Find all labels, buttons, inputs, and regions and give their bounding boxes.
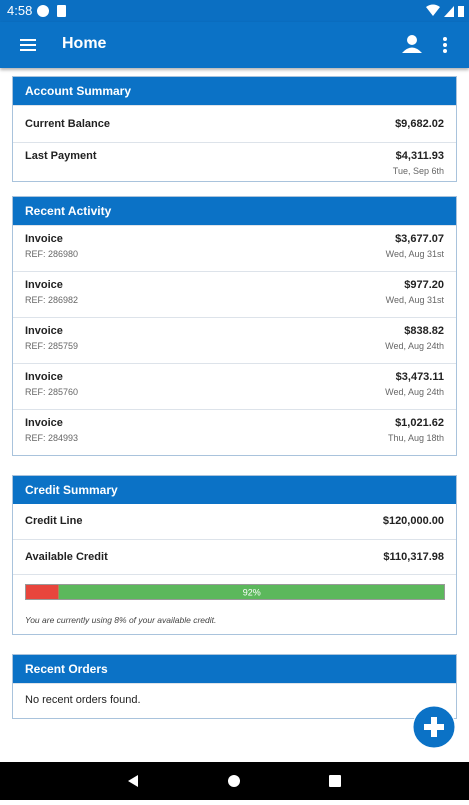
- row-date: Wed, Aug 24th: [385, 341, 444, 351]
- row-main: Invoice $3,677.07: [25, 233, 444, 245]
- card-title: Recent Activity: [13, 197, 456, 225]
- bar-frame: [25, 584, 445, 600]
- row-label: Invoice: [25, 371, 63, 383]
- row-sub: REF: 284993 Thu, Aug 18th: [25, 433, 444, 443]
- status-icons: [37, 5, 66, 17]
- overflow-menu[interactable]: [442, 36, 448, 54]
- row-date: Tue, Sep 6th: [392, 166, 444, 176]
- row-sub: REF: 286982 Wed, Aug 31st: [25, 295, 444, 305]
- row-amount: $9,682.02: [395, 117, 444, 130]
- system-icons: [426, 4, 464, 17]
- list-row: Invoice $3,677.07 REF: 286980 Wed, Aug 31st: [13, 225, 456, 271]
- back-button[interactable]: [128, 775, 138, 787]
- row-label: Invoice: [25, 279, 63, 291]
- row-sub: Tue, Sep 6th: [25, 166, 444, 176]
- row-ref: REF: 285760: [25, 387, 79, 397]
- clock: 4:58: [7, 3, 33, 18]
- row-main: Current Balance $9,682.02: [25, 118, 444, 130]
- card-title: Account Summary: [13, 77, 456, 105]
- list-row: Credit Line $120,000.00: [13, 504, 456, 539]
- credit-summary-card: Credit Summary Credit Line $120,000.00 Ava…: [12, 475, 457, 635]
- list-row: Invoice $3,473.11 REF: 285760 Wed, Aug 24th: [13, 363, 456, 409]
- row-date: Thu, Aug 18th: [387, 433, 444, 443]
- usage-note: You are currently using 8% of your avail…: [25, 615, 217, 625]
- row-amount: $977.20: [404, 279, 444, 291]
- recent-orders-card: Recent Orders No recent orders found.: [12, 654, 457, 719]
- card-title: Recent Orders: [13, 655, 456, 683]
- account-summary-card: Account Summary Current Balance $9,682.02…: [12, 76, 457, 182]
- row-label: Invoice: [25, 233, 63, 245]
- row-main: Last Payment $4,311.93: [25, 150, 444, 162]
- row-label: Invoice: [25, 325, 63, 337]
- status-bar: 4:58: [0, 0, 469, 22]
- list-row: Invoice $838.82 REF: 285759 Wed, Aug 24th: [13, 317, 456, 363]
- credit-usage: 92% You are currently using 8% of your a…: [13, 574, 456, 634]
- recents-button[interactable]: [329, 775, 341, 787]
- row-amount: $110,317.98: [383, 550, 444, 563]
- profile-button[interactable]: [402, 34, 422, 54]
- list-row: Invoice $1,021.62 REF: 284993 Thu, Aug 18th: [13, 409, 456, 455]
- row-date: Wed, Aug 31st: [385, 249, 444, 259]
- empty-message: No recent orders found.: [13, 683, 456, 718]
- row-amount: $120,000.00: [382, 514, 444, 527]
- row-ref: REF: 286982: [25, 295, 79, 305]
- row-ref: REF: 285759: [25, 341, 79, 351]
- row-amount: $838.82: [404, 325, 444, 337]
- list-row: Invoice $977.20 REF: 286982 Wed, Aug 31st: [13, 271, 456, 317]
- available-segment: [58, 584, 445, 600]
- row-main: Invoice $3,473.11: [25, 371, 444, 383]
- list-row: Current Balance $9,682.02: [13, 105, 456, 142]
- add-button[interactable]: [411, 704, 457, 750]
- used-segment: [25, 584, 59, 600]
- row-main: Invoice $838.82: [25, 325, 444, 337]
- credit-bar: 92%: [25, 584, 445, 600]
- list-row: Available Credit $110,317.98: [13, 539, 456, 574]
- row-label: Current Balance: [25, 117, 110, 130]
- card-title: Credit Summary: [13, 476, 456, 504]
- nav-buttons: [128, 775, 341, 787]
- menu-button[interactable]: [20, 38, 36, 52]
- row-amount: $1,021.62: [395, 417, 444, 429]
- recent-activity-card: Recent Activity Invoice $3,677.07 REF: 286…: [12, 196, 457, 456]
- row-ref: REF: 284993: [25, 433, 79, 443]
- row-sub: REF: 285760 Wed, Aug 24th: [25, 387, 444, 397]
- app-bar: Home: [0, 22, 469, 68]
- row-label: Invoice: [25, 417, 63, 429]
- list-row: Last Payment $4,311.93 Tue, Sep 6th: [13, 142, 456, 181]
- row-main: Available Credit $110,317.98: [25, 551, 444, 563]
- row-amount: $3,677.07: [395, 233, 444, 245]
- home-button[interactable]: [228, 775, 240, 787]
- row-main: Invoice $1,021.62: [25, 417, 444, 429]
- row-sub: REF: 286980 Wed, Aug 31st: [25, 249, 444, 259]
- row-amount: $4,311.93: [395, 150, 444, 162]
- row-label: Available Credit: [25, 550, 108, 563]
- available-label: 92%: [243, 587, 261, 597]
- row-label: Credit Line: [25, 514, 83, 527]
- row-main: Invoice $977.20: [25, 279, 444, 291]
- row-sub: REF: 285759 Wed, Aug 24th: [25, 341, 444, 351]
- row-label: Last Payment: [25, 150, 97, 162]
- row-date: Wed, Aug 24th: [385, 387, 444, 397]
- row-date: Wed, Aug 31st: [385, 295, 444, 305]
- row-main: Credit Line $120,000.00: [25, 515, 444, 527]
- navigation-bar: [0, 762, 469, 800]
- row-ref: REF: 286980: [25, 249, 79, 259]
- app-title: Home: [62, 35, 107, 52]
- row-amount: $3,473.11: [395, 371, 444, 383]
